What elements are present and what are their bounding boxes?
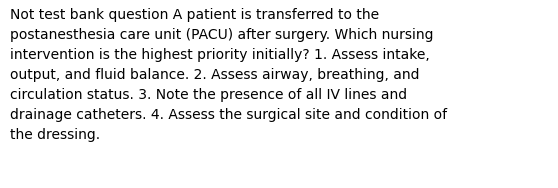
Text: Not test bank question A patient is transferred to the
postanesthesia care unit : Not test bank question A patient is tran… [10,8,447,142]
